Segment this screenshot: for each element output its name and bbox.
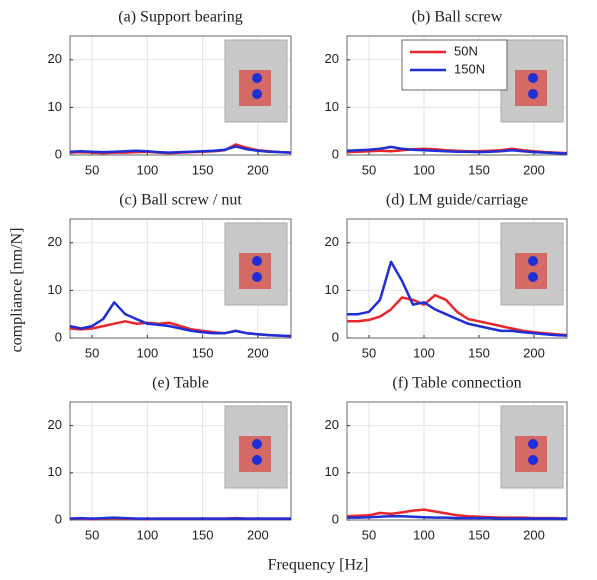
x-tick-label: 150 [192,527,214,542]
x-tick-label: 200 [523,527,545,542]
axes-frame [69,401,292,521]
x-axis-label: Frequency [Hz] [268,557,369,574]
x-tick-label: 50 [85,527,99,542]
chart-title: (b) Ball screw [412,9,503,26]
series-line [346,145,568,155]
x-tick-label: 150 [192,162,214,177]
x-tick-label: 200 [247,345,269,360]
x-tick-label: 150 [468,527,490,542]
series-line [69,145,292,154]
y-tick-label: 0 [332,146,339,161]
series-line [347,260,568,337]
x-tick-label: 150 [192,345,214,360]
inset-marker [528,89,538,99]
y-tick-label: 0 [55,511,62,526]
x-tick-label: 100 [413,162,435,177]
x-tick-label: 100 [136,162,158,177]
x-tick-label: 100 [413,345,435,360]
x-tick-label: 50 [85,162,99,177]
inset-marker [528,439,538,449]
y-tick-label: 20 [325,51,339,66]
y-tick-label: 0 [55,329,62,344]
y-tick-label: 10 [48,282,62,297]
y-tick-label: 20 [48,234,62,249]
inset-marker [528,272,538,282]
inset-marker [252,73,262,83]
x-tick-label: 200 [523,162,545,177]
x-tick-label: 200 [523,345,545,360]
chart-title: (f) Table connection [392,375,521,392]
y-tick-label: 0 [332,511,339,526]
inset-marker [252,439,262,449]
inset-marker [528,73,538,83]
legend-label: 50N [454,43,478,58]
x-tick-label: 150 [468,162,490,177]
inset-image [500,405,564,489]
legend-label: 150N [454,61,485,76]
y-tick-label: 20 [48,51,62,66]
series-line [69,516,291,520]
x-tick-label: 50 [85,345,99,360]
chart-title: (e) Table [152,375,209,392]
inset-marker [252,89,262,99]
inset-marker [528,455,538,465]
axes-frame [346,401,568,521]
series-line [347,514,567,520]
chart-title: (d) LM guide/carriage [386,192,528,209]
inset-marker [252,256,262,266]
x-tick-label: 100 [136,345,158,360]
x-tick-label: 50 [362,527,376,542]
axes-frame [346,35,568,156]
x-tick-label: 50 [362,345,376,360]
y-tick-label: 0 [332,329,339,344]
x-tick-label: 100 [136,527,158,542]
axes-frame [69,35,292,156]
y-tick-label: 10 [48,99,62,114]
x-tick-label: 100 [413,527,435,542]
y-tick-label: 0 [55,146,62,161]
y-tick-label: 20 [48,417,62,432]
legend-box [401,39,508,91]
chart-title: (a) Support bearing [118,9,242,26]
axes-frame [346,218,568,339]
inset-marker [528,256,538,266]
inset-marker [252,272,262,282]
y-axis-label: compliance [nm/N] [9,228,26,353]
inset-marker [252,455,262,465]
y-tick-label: 10 [325,99,339,114]
y-tick-label: 20 [325,234,339,249]
chart-title: (c) Ball screw / nut [119,192,242,209]
y-tick-label: 10 [325,282,339,297]
y-tick-label: 20 [325,417,339,432]
y-tick-label: 10 [325,464,339,479]
x-tick-label: 200 [247,162,269,177]
series-line [69,301,292,338]
x-tick-label: 150 [468,345,490,360]
axes-frame [69,218,292,339]
x-tick-label: 200 [247,527,269,542]
y-tick-label: 10 [48,464,62,479]
x-tick-label: 50 [362,162,376,177]
